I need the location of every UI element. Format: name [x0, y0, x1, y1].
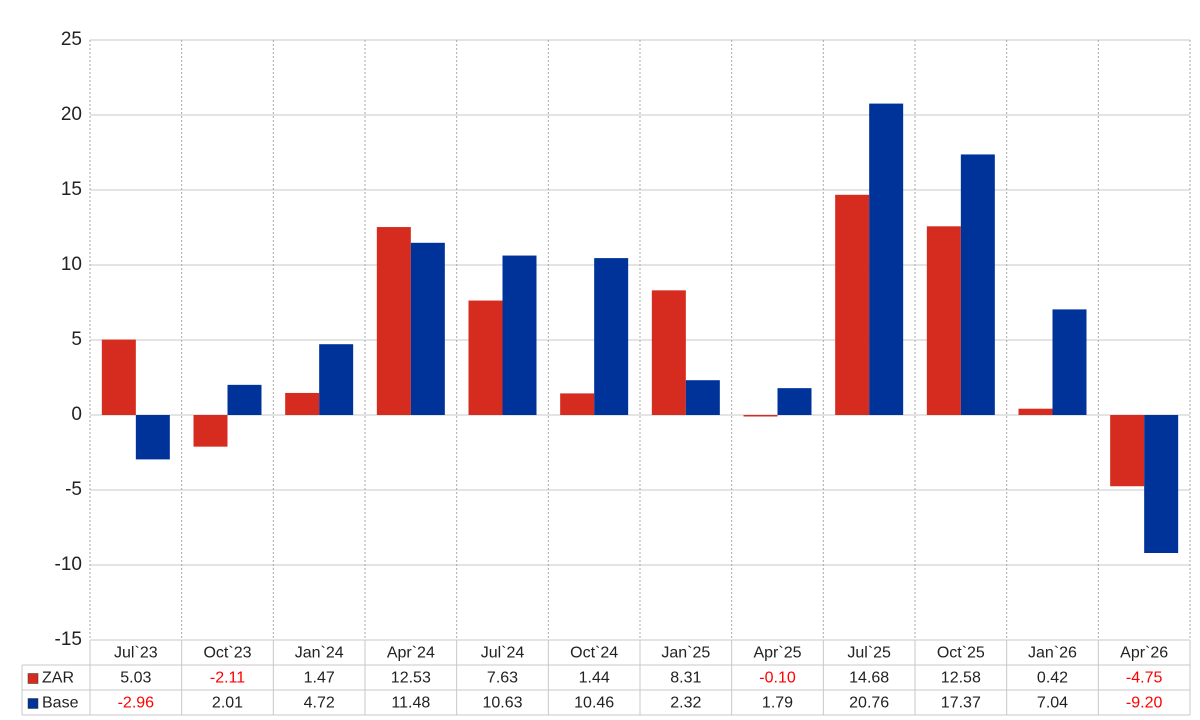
value-label: 1.47	[304, 670, 335, 687]
bar	[560, 393, 595, 415]
bar	[777, 388, 812, 415]
value-label: 1.79	[762, 695, 793, 712]
x-tick-label: Apr`24	[387, 645, 435, 662]
bar	[1018, 408, 1053, 415]
x-tick-label: Jul`23	[114, 645, 158, 662]
value-label: 5.03	[120, 670, 151, 687]
y-tick-label: 20	[61, 104, 82, 125]
bar	[285, 392, 320, 415]
value-label: 0.42	[1037, 670, 1068, 687]
bar	[594, 258, 629, 415]
bar	[468, 300, 503, 415]
value-label: 11.48	[391, 695, 430, 712]
value-label: 7.63	[487, 670, 518, 687]
value-label: 7.04	[1037, 695, 1068, 712]
y-tick-label: 15	[61, 179, 82, 200]
value-label: 10.46	[574, 695, 614, 712]
value-label: 17.37	[941, 695, 981, 712]
bar	[926, 226, 961, 415]
y-tick-label: 10	[61, 254, 82, 275]
bar	[319, 344, 354, 415]
y-tick-label: 5	[71, 329, 82, 350]
x-tick-label: Apr`26	[1120, 645, 1168, 662]
bar	[1144, 415, 1179, 553]
bar	[743, 415, 778, 417]
x-tick-label: Jan`24	[295, 645, 344, 662]
value-label: 2.01	[212, 695, 243, 712]
bar	[685, 380, 720, 415]
x-tick-label: Apr`25	[753, 645, 801, 662]
value-label: -9.20	[1126, 695, 1163, 712]
bar	[410, 242, 445, 415]
bar	[835, 194, 870, 415]
value-label: 2.32	[670, 695, 701, 712]
legend-swatch	[27, 698, 39, 709]
bar	[193, 415, 228, 447]
x-tick-label: Oct`25	[937, 645, 985, 662]
x-tick-label: Oct`24	[570, 645, 618, 662]
value-label: 4.72	[304, 695, 335, 712]
y-tick-label: -15	[55, 629, 82, 650]
x-tick-label: Oct`23	[203, 645, 251, 662]
value-label: 14.68	[849, 670, 889, 687]
value-label: 12.58	[941, 670, 981, 687]
bar	[869, 103, 904, 415]
value-label: -4.75	[1126, 670, 1163, 687]
bar	[960, 154, 995, 415]
bar	[651, 290, 686, 415]
y-tick-label: -5	[65, 479, 82, 500]
value-label: 10.63	[482, 695, 522, 712]
bar	[502, 255, 537, 415]
legend-swatch	[27, 673, 39, 684]
y-tick-label: 0	[71, 404, 82, 425]
y-tick-label: -10	[55, 554, 82, 575]
value-label: -2.96	[118, 695, 155, 712]
value-label: 8.31	[670, 670, 701, 687]
x-tick-label: Jul`25	[847, 645, 891, 662]
x-tick-label: Jul`24	[481, 645, 525, 662]
value-label: 1.44	[579, 670, 610, 687]
bar	[135, 415, 170, 460]
legend-label: ZAR	[42, 670, 74, 687]
value-label: -0.10	[759, 670, 796, 687]
bar	[376, 227, 411, 415]
bar	[101, 339, 136, 415]
bar	[227, 384, 262, 415]
legend-label: Base	[42, 695, 79, 712]
value-label: 12.53	[391, 670, 431, 687]
x-tick-label: Jan`25	[661, 645, 710, 662]
bar	[1052, 309, 1087, 415]
bar	[1110, 415, 1145, 487]
value-label: 20.76	[849, 695, 889, 712]
x-tick-label: Jan`26	[1028, 645, 1077, 662]
y-tick-label: 25	[61, 29, 82, 50]
value-label: -2.11	[210, 670, 245, 687]
